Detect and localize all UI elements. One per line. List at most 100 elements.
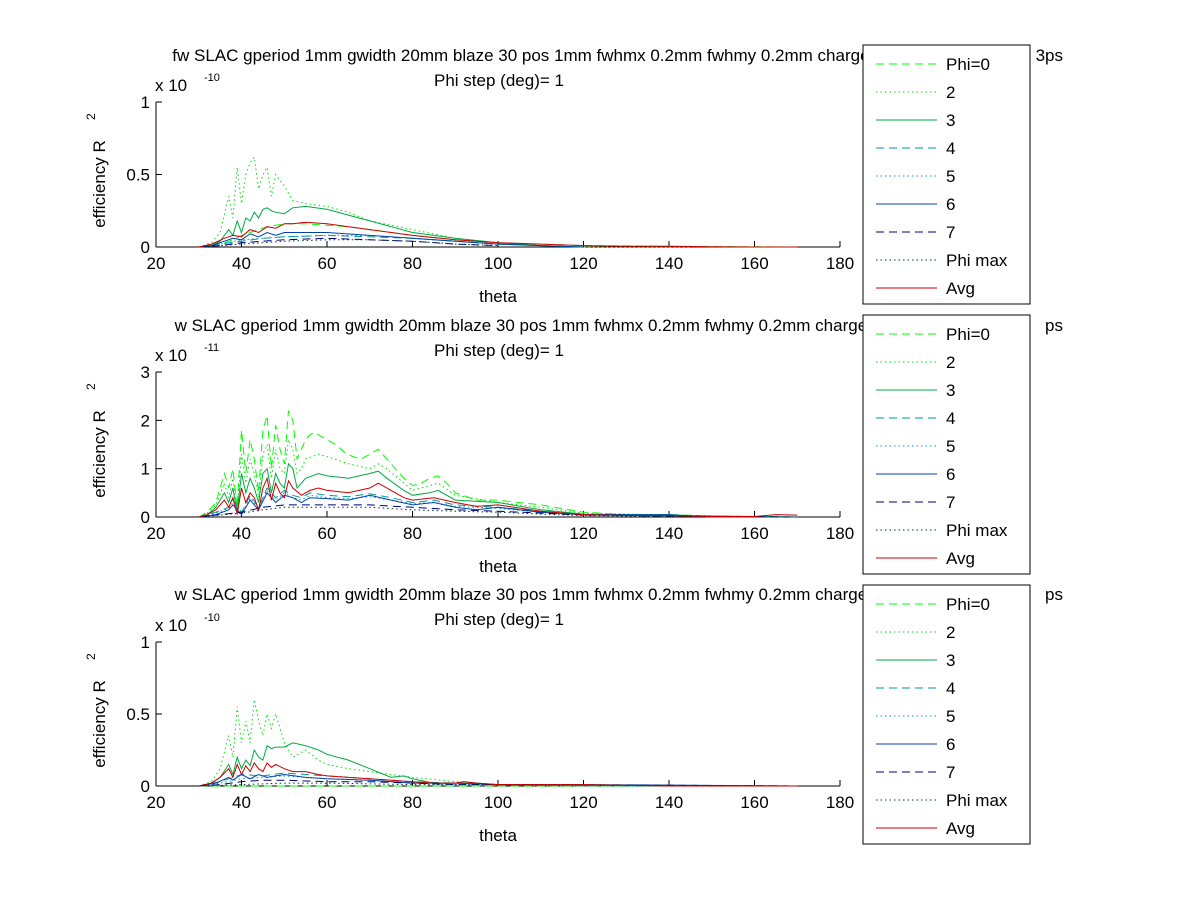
series-line-3 (198, 205, 584, 248)
y-axis-label: efficiency R (90, 680, 109, 768)
legend-entry-label: 7 (946, 493, 955, 512)
series-line-5 (198, 234, 541, 248)
series-line-avg (198, 221, 798, 248)
series-line-avg (198, 762, 798, 787)
legend: Phi=0 2 3 4 5 6 7 Phi max Avg (862, 584, 1031, 845)
x-tick-label: 120 (569, 254, 597, 273)
y-axis-label-group: efficiency R 2 (84, 383, 109, 498)
y-axis-label-superscript: 2 (84, 113, 98, 120)
y-axis-label: efficiency R (90, 140, 109, 228)
x-tick-label: 100 (484, 254, 512, 273)
chart-title-tail: ps (1045, 585, 1063, 604)
y-tick-label: 3 (141, 363, 150, 382)
x-tick-label: 20 (147, 793, 166, 812)
legend: Phi=0 2 3 4 5 6 7 Phi max Avg (862, 314, 1031, 575)
series-line-2 (198, 437, 798, 518)
x-tick-label: 60 (318, 524, 337, 543)
x-tick-label: 60 (318, 793, 337, 812)
x-tick-label: 80 (403, 524, 422, 543)
legend-entry-label: 5 (946, 167, 955, 186)
y-tick-label: 0.5 (126, 705, 150, 724)
y-exponent-label: x 10 (155, 616, 187, 635)
chart-subtitle: Phi step (deg)= 1 (434, 71, 564, 90)
y-tick-label: 1 (141, 93, 150, 112)
x-tick-label: 60 (318, 254, 337, 273)
chart-title: w SLAC gperiod 1mm gwidth 20mm blaze 30 … (174, 585, 882, 604)
x-tick-label: 180 (826, 524, 854, 543)
x-tick-label: 20 (147, 254, 166, 273)
legend-entry-label: Avg (946, 549, 975, 568)
x-tick-label: 100 (484, 793, 512, 812)
legend-entry-label: 5 (946, 707, 955, 726)
chart-title-tail: ps (1045, 316, 1063, 335)
y-tick-label: 0 (141, 238, 150, 257)
y-tick-label: 0.5 (126, 166, 150, 185)
y-exponent-power: -10 (204, 612, 220, 624)
series-line-3 (198, 462, 798, 518)
x-tick-label: 140 (655, 254, 683, 273)
legend-entry-label: 4 (946, 679, 955, 698)
x-tick-label: 20 (147, 524, 166, 543)
legend-entry-label: 7 (946, 763, 955, 782)
y-axis-label-superscript: 2 (84, 653, 98, 660)
legend-entry-label: Phi=0 (946, 325, 990, 344)
legend-entry-label: 7 (946, 223, 955, 242)
x-tick-label: 180 (826, 254, 854, 273)
x-tick-label: 120 (569, 524, 597, 543)
legend-entry-label: 3 (946, 651, 955, 670)
x-tick-label: 160 (740, 793, 768, 812)
x-tick-label: 40 (232, 524, 251, 543)
x-tick-label: 180 (826, 793, 854, 812)
legend-entry-label: 4 (946, 409, 955, 428)
legend-entry-label: 5 (946, 437, 955, 456)
y-tick-label: 0 (141, 508, 150, 527)
x-axis-label: theta (479, 826, 517, 845)
y-axis-label-group: efficiency R 2 (84, 113, 109, 228)
y-axis-label-superscript: 2 (84, 383, 98, 390)
x-tick-label: 140 (655, 793, 683, 812)
x-tick-label: 160 (740, 254, 768, 273)
series-line-6 (198, 491, 798, 518)
legend-box (862, 584, 1031, 845)
x-tick-label: 100 (484, 524, 512, 543)
y-tick-label: 1 (141, 633, 150, 652)
x-tick-label: 160 (740, 524, 768, 543)
legend-entry-label: 3 (946, 381, 955, 400)
series-line-phi-max (198, 506, 798, 518)
y-tick-label: 0 (141, 777, 150, 796)
y-axis-label: efficiency R (90, 410, 109, 498)
y-exponent-power: -11 (204, 342, 219, 354)
x-tick-label: 140 (655, 524, 683, 543)
x-axis-label: theta (479, 287, 517, 306)
legend-entry-label: Phi max (946, 521, 1008, 540)
chart-title: fw SLAC gperiod 1mm gwidth 20mm blaze 30… (172, 46, 883, 65)
series-line-6 (198, 231, 584, 248)
series-line-7 (198, 504, 798, 518)
chart-title: w SLAC gperiod 1mm gwidth 20mm blaze 30 … (174, 316, 882, 335)
chart-panel-3: w SLAC gperiod 1mm gwidth 20mm blaze 30 … (84, 584, 1063, 845)
legend-entry-label: 2 (946, 623, 955, 642)
legend-entry-label: Phi=0 (946, 55, 990, 74)
series-line-phi-0 (198, 410, 798, 518)
y-exponent-label: x 10 (155, 346, 187, 365)
legend-entry-label: Phi max (946, 251, 1008, 270)
legend-entry-label: Avg (946, 819, 975, 838)
legend-entry-label: 6 (946, 735, 955, 754)
y-tick-label: 1 (141, 460, 150, 479)
y-axis-label-group: efficiency R 2 (84, 653, 109, 768)
series-line-phi-max (198, 239, 499, 248)
y-exponent-power: -10 (204, 72, 220, 84)
legend-entry-label: Phi max (946, 791, 1008, 810)
chart-subtitle: Phi step (deg)= 1 (434, 610, 564, 629)
x-tick-label: 80 (403, 793, 422, 812)
chart-subtitle: Phi step (deg)= 1 (434, 341, 564, 360)
series-line-avg (198, 476, 798, 518)
x-tick-label: 120 (569, 793, 597, 812)
legend-entry-label: 6 (946, 465, 955, 484)
x-axis-label: theta (479, 557, 517, 576)
legend-entry-label: 4 (946, 139, 955, 158)
x-tick-label: 40 (232, 793, 251, 812)
x-tick-label: 80 (403, 254, 422, 273)
chart-panel-1: fw SLAC gperiod 1mm gwidth 20mm blaze 30… (84, 44, 1063, 306)
